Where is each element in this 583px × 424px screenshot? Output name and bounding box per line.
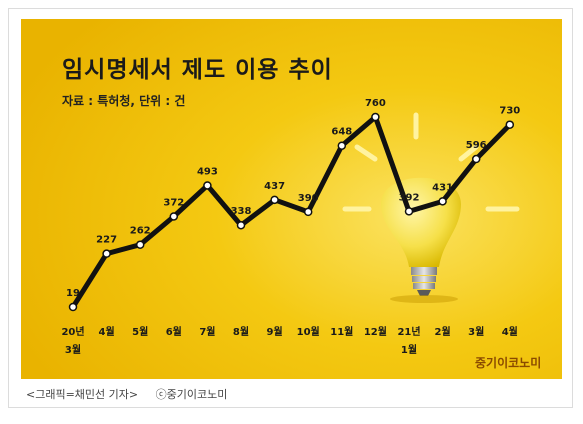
chart: 19 227 262 372 493 338 437 390 648 760 392 431 596 73…	[21, 19, 562, 379]
x-tick-label: 2월	[435, 326, 451, 338]
x-tick-label: 4월	[99, 326, 115, 338]
data-point	[471, 154, 481, 164]
chart-title: 임시명세서 제도 이용 추이	[62, 57, 333, 83]
figure-caption: <그래픽=채민선 기자> ⓒ중기이코노미	[26, 386, 241, 402]
data-point	[169, 212, 179, 221]
data-point	[102, 249, 111, 258]
data-point	[404, 207, 414, 216]
watermark: 중기이코노미	[475, 355, 541, 370]
data-point	[236, 220, 246, 230]
x-axis-labels: 20년 3월 4월 5월 6월 7월 8월 9월 10월 11월 12월 21년 1월 2월 3월 4월	[61, 325, 517, 356]
x-tick-label: 12월	[364, 326, 387, 338]
data-point	[203, 181, 212, 190]
caption-copyright: ⓒ중기이코노미	[155, 388, 228, 401]
x-tick-label: 5월	[132, 326, 148, 338]
data-label: 596	[466, 140, 487, 151]
data-point	[438, 197, 447, 206]
series-layer: 19 227 262 372 493 338 437 390 648 760 392 431 596 73…	[66, 98, 520, 312]
data-label: 338	[231, 206, 252, 217]
data-point	[371, 112, 380, 122]
x-tick-label: 6월	[166, 326, 182, 338]
data-label: 227	[96, 235, 117, 246]
data-label: 392	[399, 192, 420, 203]
x-tick-label: 3월	[468, 326, 484, 338]
data-point	[303, 207, 313, 217]
data-label: 431	[432, 182, 453, 193]
x-tick-label: 3월	[65, 344, 81, 356]
x-tick-label: 21년	[397, 325, 420, 338]
data-point	[135, 240, 145, 249]
data-label: 19	[66, 288, 80, 299]
data-label: 648	[331, 127, 352, 138]
data-label: 437	[264, 181, 285, 192]
x-tick-label: 20년	[61, 325, 84, 338]
x-tick-label: 11월	[330, 326, 353, 338]
data-point	[337, 141, 347, 150]
data-label: 372	[163, 197, 184, 208]
data-point	[270, 195, 279, 205]
series-line	[70, 114, 512, 309]
x-tick-label: 10월	[297, 326, 320, 338]
x-tick-label: 8월	[233, 326, 249, 338]
data-label: 390	[298, 193, 319, 204]
data-label: 760	[365, 98, 386, 109]
data-label: 730	[499, 106, 520, 117]
x-tick-label: 9월	[267, 326, 283, 338]
chart-source-note: 자료 : 특허청, 단위 : 건	[62, 94, 186, 108]
caption-credit: <그래픽=채민선 기자>	[26, 388, 139, 401]
x-tick-label: 4월	[502, 326, 518, 338]
data-label: 262	[130, 226, 151, 237]
data-point	[505, 120, 515, 129]
chart-background	[21, 19, 562, 379]
x-tick-label: 7월	[199, 326, 215, 338]
data-label: 493	[197, 166, 218, 177]
x-tick-label: 1월	[401, 344, 417, 356]
data-point	[68, 302, 78, 312]
